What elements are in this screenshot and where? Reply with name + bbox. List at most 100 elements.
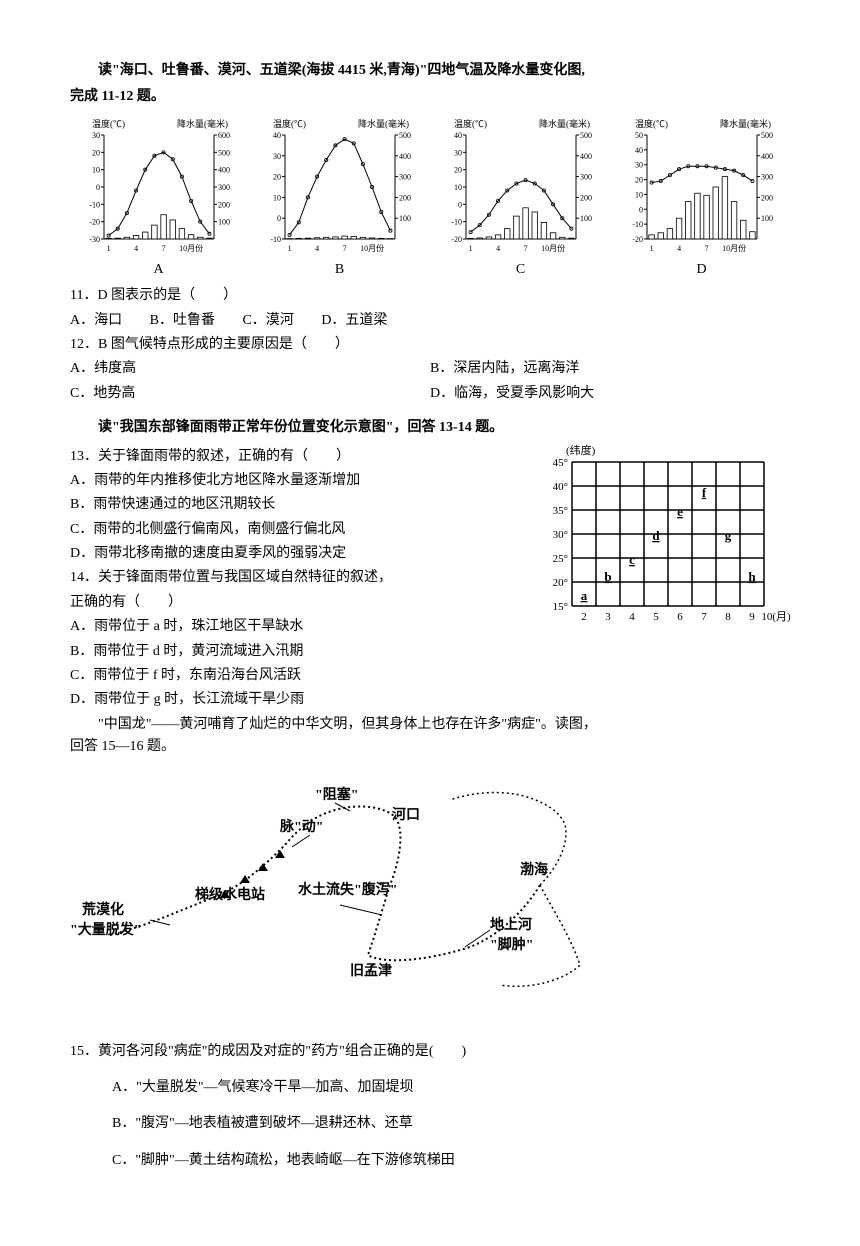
q15-opt-b: B．"腹泻"—地表植被遭到破坏—退耕还林、还草 [112, 1113, 790, 1135]
q11-opt-b: B．吐鲁番 [150, 310, 215, 332]
svg-text:200: 200 [399, 193, 411, 202]
svg-text:10: 10 [454, 183, 462, 192]
svg-text:10: 10 [273, 193, 281, 202]
q12-opt-a: A．纬度高 [70, 358, 430, 380]
chart-d-label: D [696, 259, 706, 281]
svg-text:-20: -20 [89, 217, 100, 226]
svg-text:40: 40 [273, 131, 281, 140]
svg-text:4: 4 [134, 244, 138, 253]
q12-opt-c: C．地势高 [70, 383, 430, 405]
svg-text:d: d [652, 528, 660, 543]
q11-options: A．海口 B．吐鲁番 C．漠河 D．五道梁 [70, 310, 790, 332]
svg-text:1: 1 [468, 244, 472, 253]
svg-text:500: 500 [218, 148, 230, 157]
q11-stem: 11．D 图表示的是（ ） [70, 285, 790, 307]
map-label-maidong: 脉"动" [280, 817, 324, 839]
svg-text:4: 4 [629, 611, 635, 623]
svg-text:g: g [725, 528, 732, 543]
svg-text:15°: 15° [553, 601, 568, 613]
svg-text:30: 30 [635, 160, 643, 169]
svg-text:10: 10 [635, 190, 643, 199]
q15-opt-a: A．"大量脱发"—气候寒冷干旱—加高、加固堤坝 [112, 1077, 790, 1099]
svg-text:0: 0 [277, 214, 281, 223]
q13-opt-c: C．雨带的北侧盛行偏南风，南侧盛行偏北风 [70, 519, 528, 541]
svg-text:6: 6 [677, 611, 683, 623]
svg-text:500: 500 [399, 131, 411, 140]
yellow-river-map: "阻塞" 河口 脉"动" 梯级水电站 水土流失"腹泻" 荒漠化 "大量脱发" 渤… [70, 775, 630, 1025]
chart-c-label: C [516, 259, 525, 281]
q13-opt-b: B．雨带快速通过的地区汛期较长 [70, 494, 528, 516]
svg-text:7: 7 [342, 244, 346, 253]
svg-text:-10: -10 [89, 200, 100, 209]
svg-text:100: 100 [218, 217, 230, 226]
chart-b: 温度(℃)降水量(毫米)-100102030401002003004005001… [251, 117, 428, 281]
q12-options-row2: C．地势高 D．临海，受夏季风影响大 [70, 383, 790, 405]
q11-opt-d: D．五道梁 [321, 310, 387, 332]
map-label-dishe2: "脚肿" [490, 935, 534, 957]
chart-a-label: A [153, 259, 163, 281]
svg-text:温度(℃): 温度(℃) [273, 118, 306, 129]
q13-opt-a: A．雨带的年内推移使北方地区降水量逐渐增加 [70, 470, 528, 492]
map-label-huangmo2: "大量脱发" [70, 920, 142, 942]
svg-text:降水量(毫米): 降水量(毫米) [539, 118, 590, 129]
rain-belt-diagram: (纬度)45°40°35°30°25°20°15°2345678910(月)ab… [540, 444, 790, 642]
svg-text:-10: -10 [632, 220, 643, 229]
svg-text:10: 10 [92, 165, 100, 174]
svg-text:7: 7 [701, 611, 707, 623]
svg-text:300: 300 [218, 183, 230, 192]
intro-1-line1: 读"海口、吐鲁番、漠河、五道梁(海拔 4415 米,青海)"四地气温及降水量变化… [70, 60, 790, 82]
map-label-zuse: "阻塞" [315, 785, 359, 807]
svg-text:20: 20 [273, 172, 281, 181]
svg-text:降水量(毫米): 降水量(毫米) [177, 118, 228, 129]
q13-stem: 13．关于锋面雨带的叙述，正确的有（ ） [70, 446, 528, 468]
intro-3-line1: "中国龙"——黄河哺育了灿烂的中华文明，但其身体上也存在许多"病症"。读图， [70, 714, 790, 736]
svg-text:40°: 40° [553, 481, 568, 493]
q12-options-row1: A．纬度高 B．深居内陆，远离海洋 [70, 358, 790, 380]
svg-text:降水量(毫米): 降水量(毫米) [720, 118, 771, 129]
svg-text:7: 7 [161, 244, 165, 253]
map-label-shuitu: 水土流失"腹泻" [298, 880, 398, 902]
svg-text:温度(℃): 温度(℃) [454, 118, 487, 129]
svg-text:4: 4 [315, 244, 319, 253]
svg-text:0: 0 [458, 200, 462, 209]
svg-text:20°: 20° [553, 577, 568, 589]
chart-d: 温度(℃)降水量(毫米)-20-100102030405010020030040… [613, 117, 790, 281]
svg-text:45°: 45° [553, 457, 568, 469]
svg-text:h: h [748, 568, 756, 583]
q15-stem: 15．黄河各河段"病症"的成因及对症的"药方"组合正确的是( ) [70, 1041, 790, 1063]
q14-opt-c: C．雨带位于 f 时，东南沿海台风活跃 [70, 665, 528, 687]
svg-text:10月份: 10月份 [722, 243, 746, 253]
svg-text:温度(℃): 温度(℃) [635, 118, 668, 129]
svg-text:200: 200 [761, 193, 773, 202]
map-label-bohai: 渤海 [520, 860, 548, 882]
svg-text:20: 20 [635, 175, 643, 184]
svg-text:1: 1 [649, 244, 653, 253]
map-label-tijia: 梯级水电站 [195, 885, 265, 907]
q14-stem1: 14．关于锋面雨带位置与我国区域自然特征的叙述， [70, 567, 528, 589]
svg-text:100: 100 [580, 214, 592, 223]
svg-text:30: 30 [454, 148, 462, 157]
svg-text:400: 400 [580, 152, 592, 161]
svg-text:1: 1 [287, 244, 291, 253]
svg-text:300: 300 [761, 172, 773, 181]
intro-1-line2: 完成 11-12 题。 [70, 86, 790, 108]
chart-b-label: B [335, 259, 344, 281]
svg-text:30°: 30° [553, 529, 568, 541]
svg-text:20: 20 [92, 148, 100, 157]
svg-text:4: 4 [677, 244, 681, 253]
map-label-hekou: 河口 [392, 805, 420, 827]
svg-text:e: e [677, 504, 683, 519]
chart-c: 温度(℃)降水量(毫米)-20-100102030401002003004005… [432, 117, 609, 281]
svg-text:300: 300 [580, 172, 592, 181]
svg-text:40: 40 [454, 131, 462, 140]
q11-opt-c: C．漠河 [242, 310, 293, 332]
svg-text:10(月): 10(月) [761, 611, 790, 623]
svg-text:8: 8 [725, 611, 731, 623]
svg-text:20: 20 [454, 165, 462, 174]
svg-text:500: 500 [580, 131, 592, 140]
svg-text:10月份: 10月份 [360, 243, 384, 253]
svg-text:25°: 25° [553, 553, 568, 565]
q14-opt-a: A．雨带位于 a 时，珠江地区干旱缺水 [70, 616, 528, 638]
intro-1: 读"海口、吐鲁番、漠河、五道梁(海拔 4415 米,青海)"四地气温及降水量变化… [70, 60, 790, 109]
climate-charts: 温度(℃)降水量(毫米)-30-20-100102030100200300400… [70, 117, 790, 281]
